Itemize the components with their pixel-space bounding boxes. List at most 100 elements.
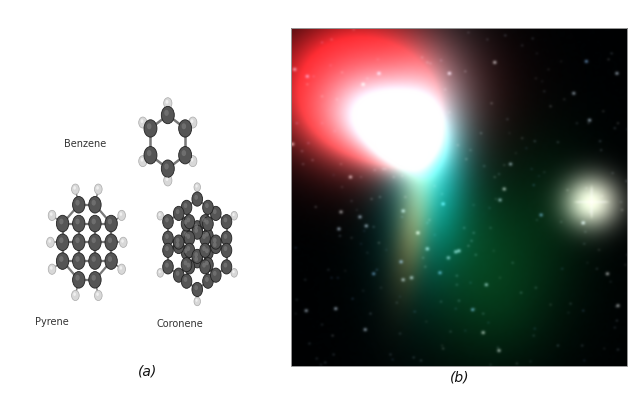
Circle shape <box>211 240 221 254</box>
Circle shape <box>48 264 56 274</box>
Circle shape <box>184 248 188 253</box>
Circle shape <box>176 271 179 276</box>
Circle shape <box>213 242 216 247</box>
Circle shape <box>176 242 179 247</box>
Circle shape <box>163 260 173 274</box>
Circle shape <box>181 245 192 260</box>
Circle shape <box>205 277 209 282</box>
Circle shape <box>184 203 188 208</box>
Circle shape <box>186 217 190 222</box>
Circle shape <box>173 268 184 282</box>
Circle shape <box>192 254 202 268</box>
Circle shape <box>89 215 101 232</box>
Text: Coronene: Coronene <box>156 319 203 329</box>
Circle shape <box>163 215 173 229</box>
Circle shape <box>200 231 211 245</box>
Circle shape <box>72 197 85 213</box>
Circle shape <box>189 117 197 128</box>
Circle shape <box>165 217 169 222</box>
Circle shape <box>164 98 172 109</box>
Circle shape <box>184 219 188 225</box>
Circle shape <box>179 120 191 137</box>
Circle shape <box>195 228 198 233</box>
Circle shape <box>159 213 161 216</box>
Text: Pyrene: Pyrene <box>35 317 68 327</box>
Circle shape <box>195 252 198 257</box>
Circle shape <box>165 246 169 251</box>
Circle shape <box>118 264 125 274</box>
Circle shape <box>192 249 202 264</box>
Circle shape <box>141 119 143 123</box>
Circle shape <box>72 234 85 251</box>
Circle shape <box>223 217 227 222</box>
Circle shape <box>144 147 157 164</box>
Circle shape <box>163 243 173 257</box>
Circle shape <box>163 231 173 245</box>
Circle shape <box>192 282 202 297</box>
Circle shape <box>89 271 101 288</box>
Circle shape <box>173 240 184 254</box>
Circle shape <box>147 123 152 129</box>
Circle shape <box>205 232 209 237</box>
Circle shape <box>72 184 79 194</box>
Circle shape <box>181 258 192 272</box>
Circle shape <box>191 119 193 123</box>
Circle shape <box>89 234 101 251</box>
Circle shape <box>194 183 200 191</box>
Circle shape <box>166 100 168 104</box>
Circle shape <box>184 260 195 274</box>
Circle shape <box>59 219 63 224</box>
Circle shape <box>92 237 96 243</box>
Circle shape <box>231 212 237 220</box>
Circle shape <box>164 175 172 186</box>
Circle shape <box>181 217 192 231</box>
Circle shape <box>92 200 96 206</box>
Circle shape <box>223 246 227 251</box>
Circle shape <box>192 221 202 235</box>
Circle shape <box>139 156 147 167</box>
Circle shape <box>203 200 213 214</box>
Circle shape <box>203 217 213 231</box>
Circle shape <box>223 263 227 268</box>
Circle shape <box>120 237 127 247</box>
Circle shape <box>186 234 190 239</box>
Circle shape <box>184 277 188 282</box>
Circle shape <box>184 232 188 237</box>
Circle shape <box>96 292 99 296</box>
Circle shape <box>166 177 168 181</box>
Circle shape <box>176 238 179 243</box>
Circle shape <box>76 200 79 206</box>
Circle shape <box>108 256 112 262</box>
Circle shape <box>203 274 213 288</box>
Circle shape <box>165 234 169 239</box>
Circle shape <box>96 186 99 190</box>
Circle shape <box>186 246 190 251</box>
Circle shape <box>202 246 206 251</box>
Circle shape <box>157 268 164 277</box>
Circle shape <box>56 234 68 251</box>
Circle shape <box>47 237 54 247</box>
Circle shape <box>164 164 169 169</box>
Circle shape <box>205 203 209 208</box>
Circle shape <box>48 210 56 221</box>
Circle shape <box>195 195 198 200</box>
Circle shape <box>72 271 85 288</box>
Circle shape <box>192 225 202 239</box>
Circle shape <box>92 275 96 281</box>
Circle shape <box>211 235 221 249</box>
Circle shape <box>232 213 235 216</box>
Circle shape <box>105 215 117 232</box>
Circle shape <box>221 215 232 229</box>
Circle shape <box>195 299 198 302</box>
Circle shape <box>205 260 209 266</box>
Circle shape <box>144 120 157 137</box>
Circle shape <box>181 229 192 243</box>
Circle shape <box>76 256 79 262</box>
Circle shape <box>200 260 211 274</box>
Circle shape <box>192 192 202 206</box>
Circle shape <box>191 158 193 162</box>
Circle shape <box>141 158 143 162</box>
Circle shape <box>173 206 184 221</box>
Circle shape <box>184 215 195 229</box>
Circle shape <box>181 200 192 214</box>
